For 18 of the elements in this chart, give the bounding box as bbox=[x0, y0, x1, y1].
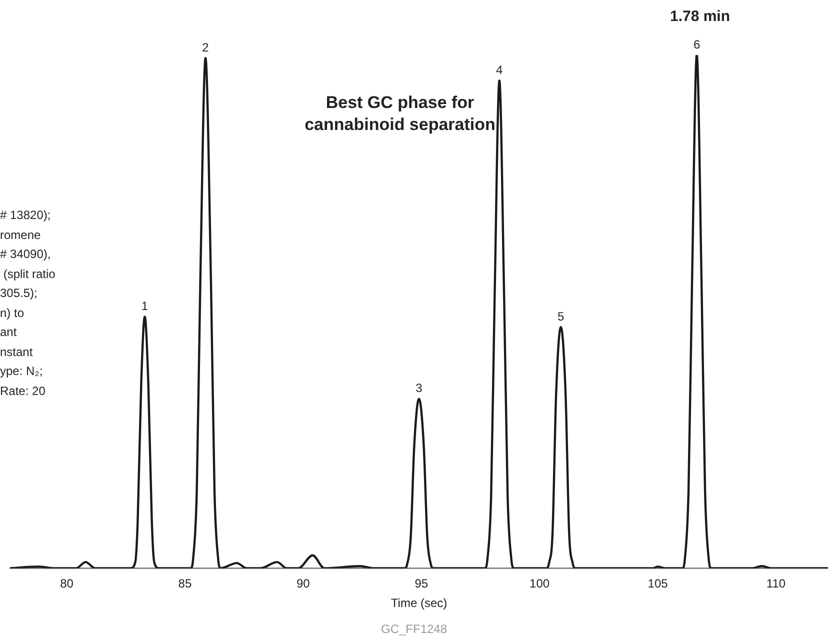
chart-subtitle: 1.78 min bbox=[668, 8, 732, 25]
text: GC_FF1248 bbox=[380, 622, 448, 636]
annotation: 6 bbox=[693, 37, 700, 52]
x-tick-label: 110 bbox=[766, 576, 786, 591]
text: Best GC phase for cannabinoid separation bbox=[304, 92, 496, 136]
annotation: 3 bbox=[416, 381, 423, 396]
x-axis-title: Time (sec) bbox=[390, 596, 448, 610]
annotation: 1 bbox=[141, 299, 148, 314]
annotation: 2 bbox=[202, 40, 210, 54]
x-tick-label: 90 bbox=[296, 576, 310, 591]
x-tick-label: 105 bbox=[648, 576, 668, 591]
x-tick-label: 85 bbox=[178, 576, 192, 591]
x-tick-label: 80 bbox=[60, 576, 74, 591]
annotation: 4 bbox=[496, 62, 504, 77]
x-tick-label: 95 bbox=[414, 576, 428, 591]
x-tick-label: 100 bbox=[530, 576, 550, 591]
text: # 13820); romene # 34090), (split ratio 305.5); n) to ant nstant ype: N₂; Rate: 20 bbox=[0, 208, 56, 398]
annotation: 5 bbox=[558, 309, 565, 324]
